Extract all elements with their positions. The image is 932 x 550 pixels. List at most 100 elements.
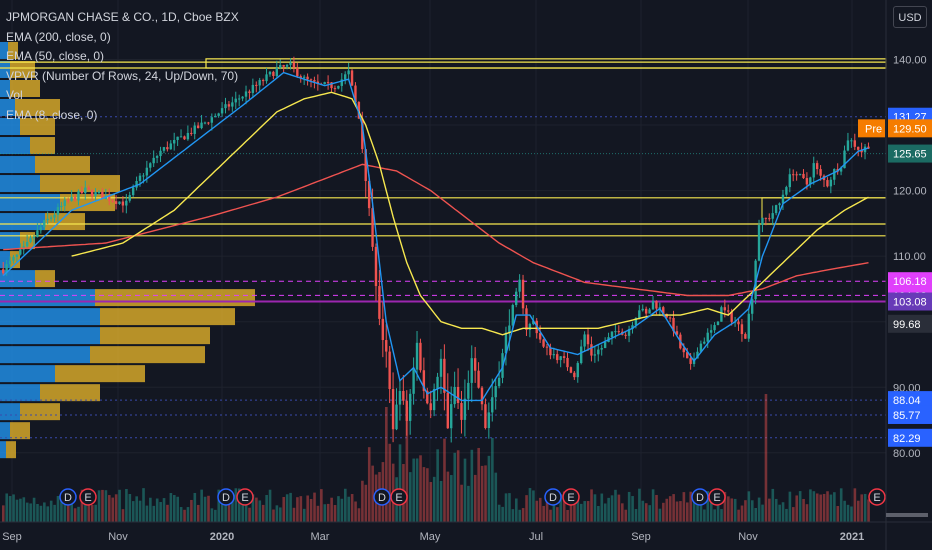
candle-body	[494, 386, 497, 398]
earnings-marker[interactable]: E	[79, 488, 97, 506]
time-tick-label: Mar	[311, 531, 330, 543]
volume-bar	[658, 508, 662, 522]
vpvr-down-bar	[100, 308, 235, 326]
price-tick-label: 80.00	[893, 448, 921, 460]
dividend-marker[interactable]: D	[544, 488, 562, 506]
dividend-marker[interactable]: D	[373, 488, 391, 506]
dividend-marker[interactable]: D	[691, 488, 709, 506]
candle-body	[333, 88, 337, 90]
volume-bar	[552, 505, 556, 522]
volume-bar	[5, 493, 9, 522]
volume-bar	[422, 467, 426, 522]
volume-bar	[576, 493, 580, 522]
candle-body	[579, 346, 583, 364]
candle-body	[84, 187, 87, 194]
volume-bar	[367, 447, 371, 522]
candle-body	[66, 200, 70, 202]
volume-bar	[49, 500, 53, 522]
earnings-marker[interactable]: E	[868, 488, 886, 506]
candle-body	[53, 214, 56, 218]
volume-bar	[648, 505, 651, 522]
candle-body	[744, 334, 747, 339]
volume-bar	[333, 505, 337, 522]
volume-bar	[709, 501, 713, 522]
volume-bar	[241, 490, 244, 522]
candle-body	[853, 140, 856, 147]
volume-bar	[227, 499, 231, 522]
volume-bar	[159, 502, 162, 522]
volume-bar	[279, 507, 282, 522]
candle-body	[439, 358, 443, 377]
legend-ema-8[interactable]: EMA (8, close, 0)	[6, 107, 98, 122]
volume-bar	[12, 494, 15, 522]
volume-bar	[63, 504, 67, 522]
volume-bar	[90, 504, 94, 522]
volume-bar	[857, 500, 860, 522]
price-badge-bg	[888, 428, 932, 447]
price-badge: 125.65	[888, 144, 932, 163]
volume-bar	[101, 489, 104, 522]
time-scrollbar[interactable]	[886, 513, 928, 517]
volume-bar	[371, 465, 374, 522]
time-axis[interactable]: Sep Nov 2020 Mar May Jul Sep Nov 2021	[2, 531, 864, 543]
vpvr-up-bar	[0, 232, 20, 250]
candle-body	[699, 343, 703, 352]
earnings-marker[interactable]: E	[562, 488, 580, 506]
earnings-marker[interactable]: E	[390, 488, 408, 506]
candle-body	[593, 354, 597, 356]
dividend-marker[interactable]: D	[59, 488, 77, 506]
price-axis[interactable]: 80.0090.00110.00120.00140.00131.27129.50…	[858, 55, 932, 460]
volume-bar	[405, 407, 409, 522]
price-badge: 88.04	[888, 391, 932, 410]
marker-circle	[59, 488, 77, 506]
vpvr-up-bar	[0, 289, 95, 307]
legend-ema-50[interactable]: EMA (50, close, 0)	[6, 49, 105, 63]
volume-bar	[200, 489, 203, 522]
candle-body	[484, 404, 487, 429]
earnings-marker[interactable]: E	[708, 488, 726, 506]
earnings-marker[interactable]: E	[236, 488, 254, 506]
volume-bar	[624, 509, 628, 522]
vpvr-up-bar	[0, 270, 35, 288]
volume-bar	[36, 503, 39, 522]
vpvr-down-bar	[10, 79, 40, 97]
volume-bar	[125, 489, 128, 522]
volume-bar	[627, 491, 631, 522]
volume-bar	[463, 458, 467, 522]
marker-label: D	[696, 492, 704, 504]
volume-bar	[597, 505, 600, 522]
volume-bar	[621, 503, 624, 522]
volume-bar	[508, 493, 511, 522]
volume-bar	[668, 496, 672, 522]
candle-body	[159, 150, 162, 157]
chart-title[interactable]: JPMORGAN CHASE & CO., 1D, Cboe BZX	[6, 10, 239, 24]
currency-button[interactable]: USD	[893, 6, 927, 28]
candle-body	[145, 167, 149, 176]
volume-bar	[196, 504, 200, 522]
candle-body	[815, 163, 819, 170]
volume-bar	[453, 452, 457, 522]
candle-body	[251, 84, 255, 93]
candle-body	[713, 325, 716, 331]
candle-body	[703, 341, 706, 344]
dividend-marker[interactable]: D	[217, 488, 235, 506]
candle-body	[56, 207, 60, 215]
candle-body	[128, 195, 131, 201]
candle-body	[142, 175, 145, 177]
volume-bar	[94, 504, 97, 522]
legend-vpvr[interactable]: VPVR (Number Of Rows, 24, Up/Down, 70)	[6, 68, 239, 83]
volume-bar	[323, 504, 327, 522]
candle-body	[8, 260, 12, 265]
volume-bar	[785, 508, 788, 522]
candle-body	[610, 331, 614, 338]
vpvr-down-bar	[10, 60, 35, 78]
vpvr-down-bar	[35, 270, 55, 288]
marker-label: E	[567, 492, 574, 504]
volume-bar	[419, 455, 422, 522]
candle-body	[641, 308, 644, 311]
legend-vol[interactable]: Vol	[6, 88, 23, 102]
volume-bar	[850, 506, 853, 522]
legend-ema-200[interactable]: EMA (200, close, 0)	[6, 29, 111, 44]
